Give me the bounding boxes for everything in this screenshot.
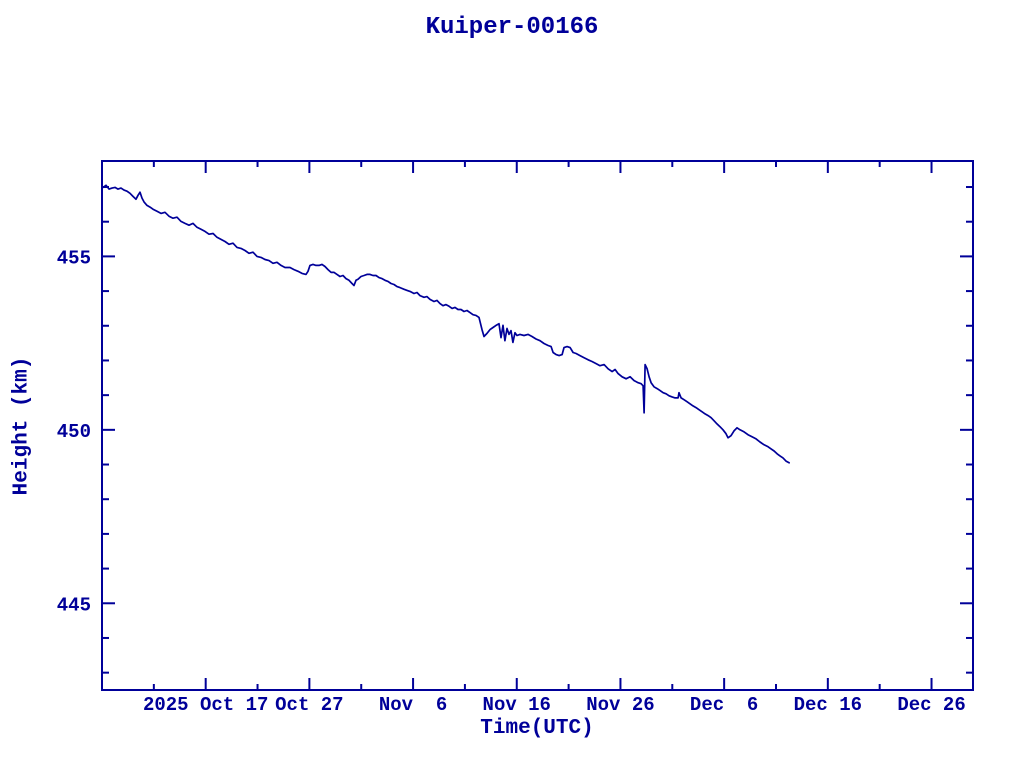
x-tick-label: Dec 6 xyxy=(690,694,758,716)
height-series-line xyxy=(102,184,790,464)
x-tick-label: Nov 16 xyxy=(483,694,551,716)
y-tick-label: 445 xyxy=(57,594,91,616)
plot-frame xyxy=(101,160,974,691)
x-tick-label: Dec 16 xyxy=(794,694,862,716)
y-tick-label: 450 xyxy=(57,421,91,443)
x-tick-label: Oct 27 xyxy=(275,694,343,716)
y-tick-label: 455 xyxy=(57,247,91,269)
x-tick-label: Dec 26 xyxy=(897,694,965,716)
x-tick-label: Nov 26 xyxy=(586,694,654,716)
x-axis-label: Time(UTC) xyxy=(480,717,594,740)
x-tick-label: Nov 6 xyxy=(379,694,447,716)
x-tick-label: 2025 Oct 17 xyxy=(143,694,268,716)
chart-title: Kuiper-00166 xyxy=(425,14,599,41)
